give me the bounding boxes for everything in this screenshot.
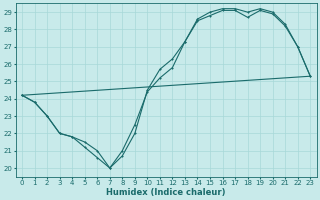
X-axis label: Humidex (Indice chaleur): Humidex (Indice chaleur) (107, 188, 226, 197)
